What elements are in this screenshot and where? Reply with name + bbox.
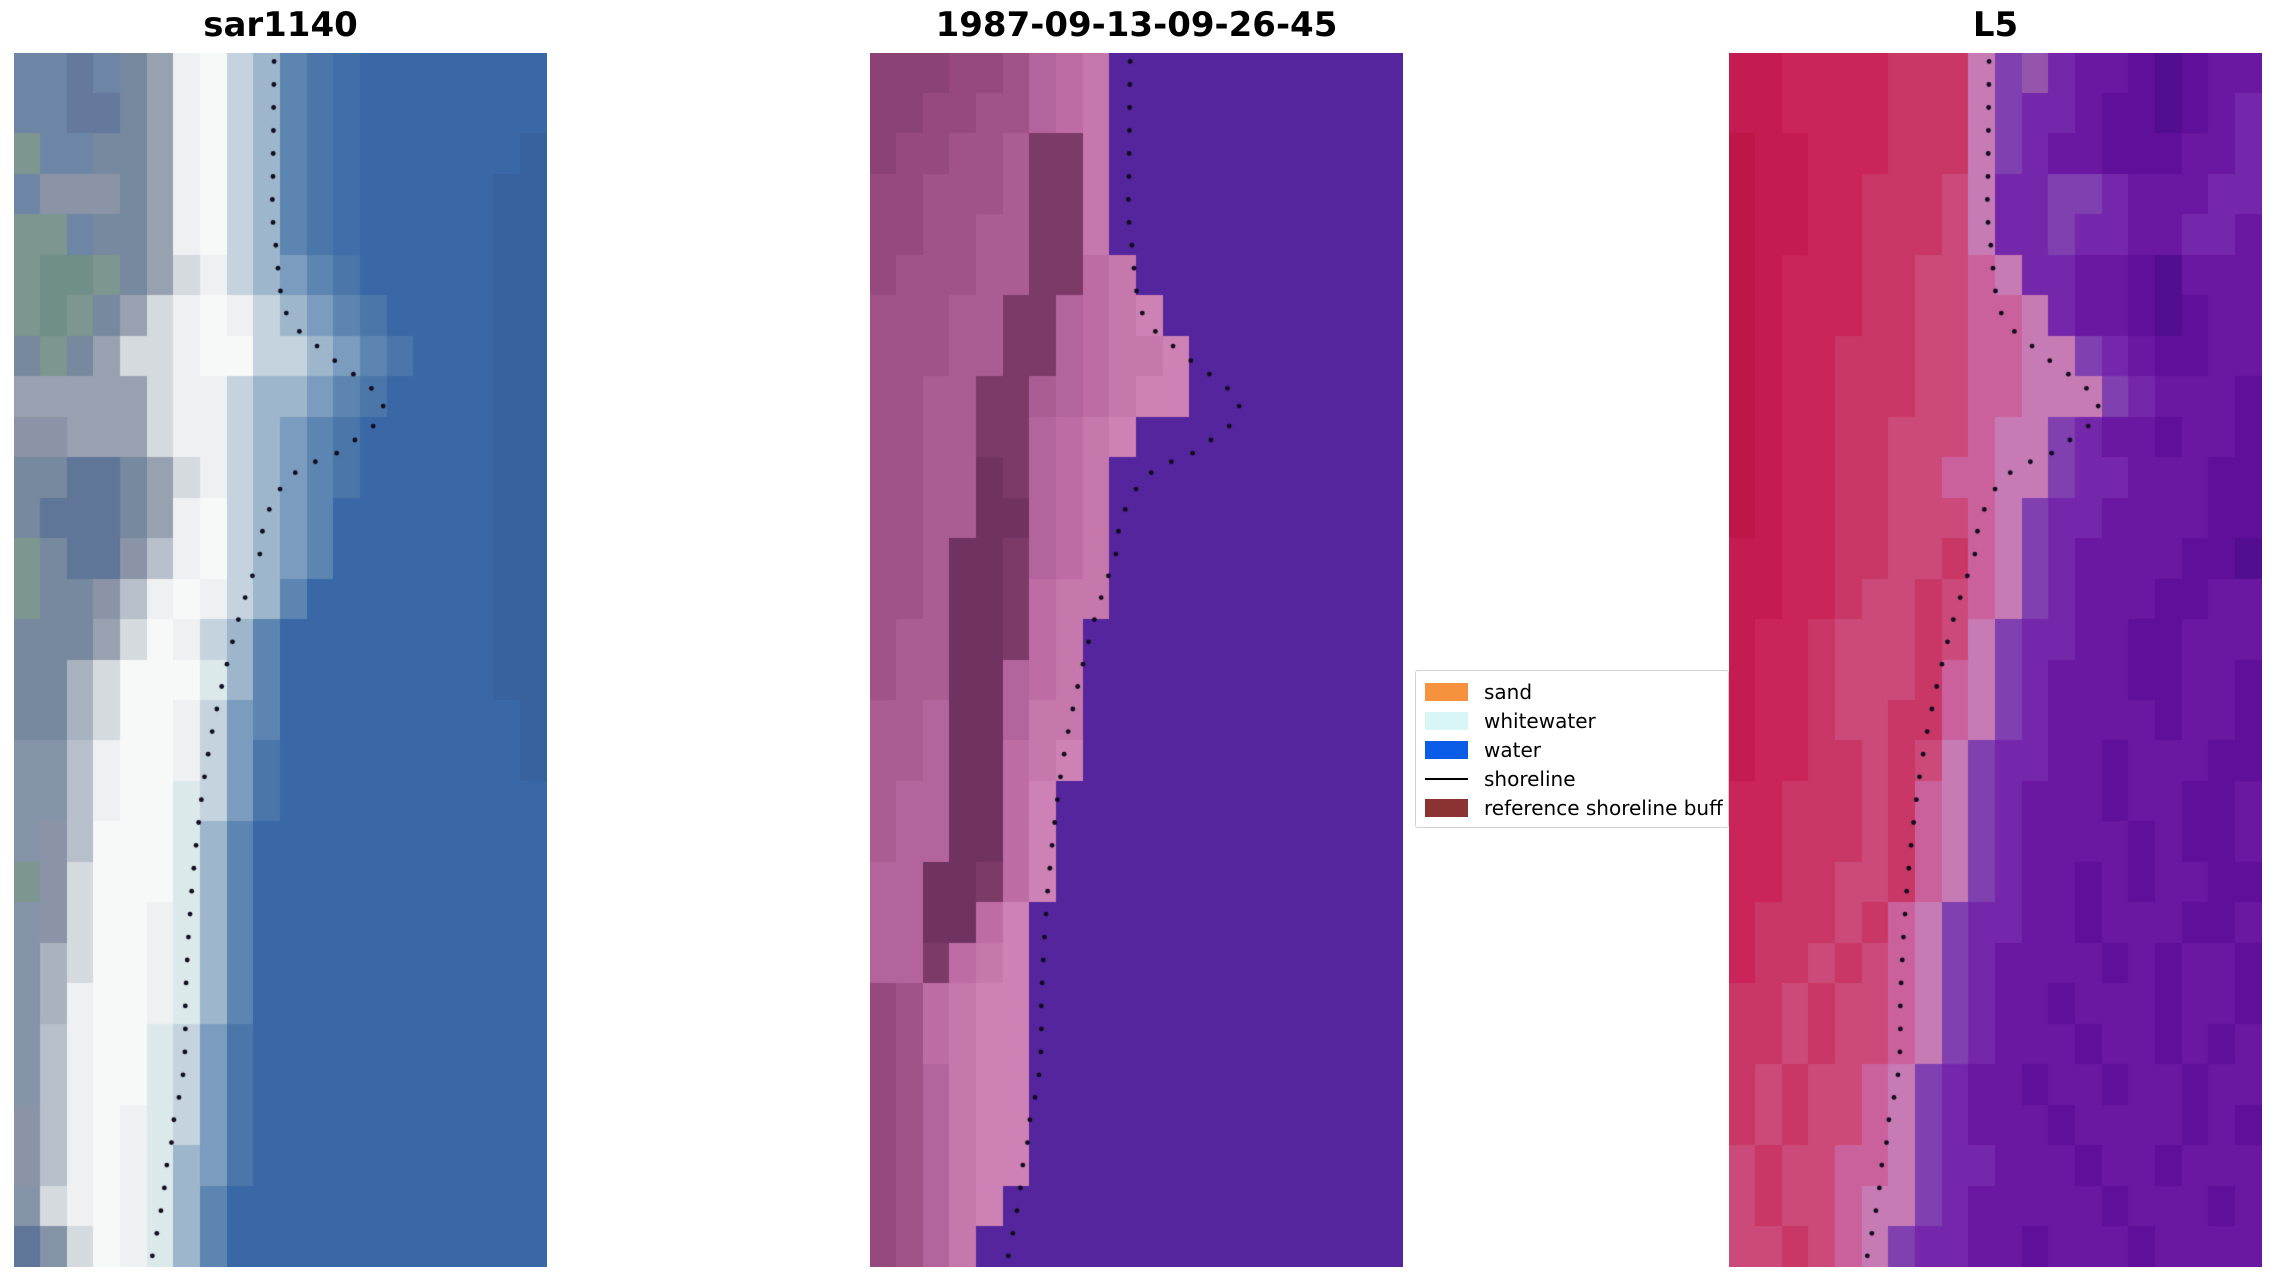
legend-label-reference-shoreline-buff: reference shoreline buff xyxy=(1484,796,1723,821)
sand-swatch xyxy=(1425,682,1468,701)
legend-label-sand: sand xyxy=(1484,679,1533,704)
legend-label-whitewater: whitewater xyxy=(1484,708,1596,733)
legend-label-shoreline: shoreline xyxy=(1484,767,1576,792)
legend-item-reference-shoreline-buff: reference shoreline buff xyxy=(1425,794,1728,823)
panel-sar1140: sar1140 xyxy=(14,6,547,1267)
legend-item-shoreline: shoreline xyxy=(1425,765,1728,794)
sar1140-image xyxy=(14,53,547,1267)
legend-item-sand: sand xyxy=(1425,677,1728,706)
classified-image xyxy=(870,53,1403,1267)
legend-label-water: water xyxy=(1484,737,1541,762)
reference-shoreline-buff-swatch xyxy=(1425,799,1468,818)
whitewater-swatch xyxy=(1425,711,1468,730)
panel-title-date: 1987-09-13-09-26-45 xyxy=(935,5,1338,45)
shoreline-swatch xyxy=(1425,777,1468,781)
legend-item-water: water xyxy=(1425,735,1728,764)
panel-l5: L5 xyxy=(1729,6,2262,1267)
legend: sand whitewater water shoreline reference sh… xyxy=(1415,670,1729,828)
panel-classified-1987-09-13-09-26-45: 1987-09-13-09-26-45 xyxy=(870,6,1403,1267)
panel-title-sar1140: sar1140 xyxy=(203,5,358,45)
panel-title-l5: L5 xyxy=(1972,5,2019,45)
l5-image xyxy=(1729,53,2262,1267)
water-swatch xyxy=(1425,740,1468,759)
legend-item-whitewater: whitewater xyxy=(1425,706,1728,735)
